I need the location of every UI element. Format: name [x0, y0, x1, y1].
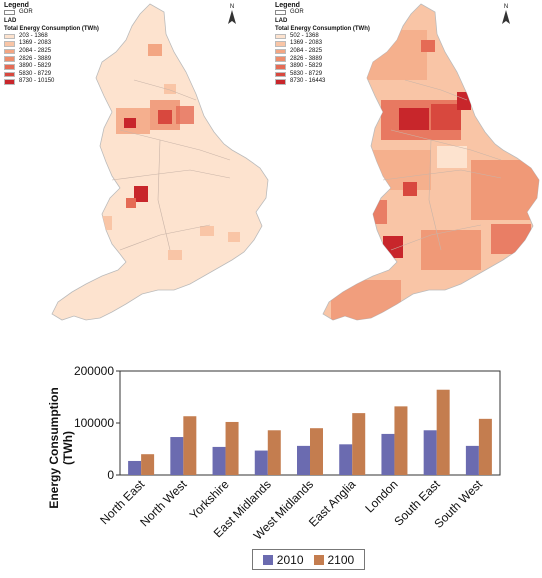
bar-2100-south-west: [478, 418, 492, 475]
bar-2010-east-anglia: [339, 444, 353, 475]
legend-class-label: 2084 - 2825: [19, 48, 52, 55]
legend-class: 2826 - 3889: [275, 55, 370, 63]
bar-chart: 0 100000 200000 Energy Consumption(TWh) Nort…: [0, 345, 542, 573]
bar-2100-east-anglia: [352, 413, 366, 475]
legend-class: 3890 - 5829: [275, 63, 370, 71]
north-arrow-icon: [502, 10, 510, 24]
legend-class: 203 - 1368: [4, 33, 99, 41]
legend-class-label: 3890 - 5829: [19, 63, 52, 70]
north-arrow-icon: [228, 10, 236, 24]
bar-2100-east-midlands: [267, 430, 281, 475]
bar-chart-svg: 0 100000 200000 Energy Consumption(TWh) Nort…: [47, 364, 501, 543]
legend-swatch: [4, 33, 15, 40]
legend-swatch: [4, 41, 15, 47]
bar-2010-south-west: [465, 445, 479, 475]
bar-2100-north-west: [183, 416, 197, 475]
map-2010: Legend GOR LAD Total Energy Consumption …: [0, 0, 271, 340]
legend-swatch: [275, 41, 286, 47]
legend-class-label: 2826 - 3889: [19, 55, 52, 62]
bar-2100-south-east: [436, 389, 450, 475]
legend-class: 2826 - 3889: [4, 55, 99, 63]
legend-class-label: 8730 - 10150: [19, 78, 55, 85]
legend-title: Legend: [275, 2, 300, 9]
bar-2100-yorkshire: [225, 421, 239, 475]
legend-swatch: [4, 79, 15, 85]
gor-label: GOR: [290, 9, 304, 16]
north-arrow: N: [227, 4, 237, 31]
legend-class: 1369 - 2083: [4, 40, 99, 48]
legend-class: 5830 - 8729: [4, 71, 99, 79]
legend-class-label: 5830 - 8729: [19, 70, 52, 77]
legend-class: 3890 - 5829: [4, 63, 99, 71]
legend-swatch: [4, 48, 15, 55]
england-map-2100: [322, 3, 540, 321]
y-tick-label: 100000: [74, 416, 114, 430]
chart-legend: 2010 2100: [252, 549, 365, 570]
y-tick-label: 0: [107, 468, 114, 482]
north-label: N: [503, 4, 509, 10]
legend-gor: GOR: [4, 9, 99, 17]
legend-class: 2084 - 2825: [4, 48, 99, 56]
y-axis-label: Energy Consumption(TWh): [47, 387, 75, 508]
legend-class-label: 2826 - 3889: [290, 55, 323, 62]
map-2100-legend: Legend GOR LAD Total Energy Consumption …: [275, 2, 370, 86]
legend-title: Legend: [4, 2, 29, 9]
legend-class-label: 2084 - 2825: [290, 48, 323, 55]
legend-class-label: 5830 - 8729: [290, 70, 323, 77]
legend-swatch: [275, 33, 286, 40]
legend-swatch: [275, 48, 286, 55]
legend-layer-label: LAD: [4, 17, 17, 24]
bar-2010-south-east: [423, 430, 437, 475]
legend-label-2100: 2100: [327, 552, 355, 567]
bar-2010-west-midlands: [297, 445, 310, 475]
legend-swatch-2100: [313, 554, 324, 565]
legend-class-label: 8730 - 16443: [290, 78, 326, 85]
bar-2010-north-east: [128, 460, 142, 475]
x-tick-label: North West: [137, 477, 190, 530]
bar-2010-east-midlands: [254, 450, 268, 475]
north-label: N: [229, 4, 235, 10]
legend-class-label: 203 - 1368: [19, 32, 48, 39]
legend-swatch-2010: [262, 554, 273, 565]
legend-class: 1369 - 2083: [275, 40, 370, 48]
legend-swatch: [275, 64, 286, 70]
legend-class: 2084 - 2825: [275, 48, 370, 56]
gor-swatch: [275, 10, 286, 16]
legend-class: 5830 - 8729: [275, 71, 370, 79]
y-tick-label: 200000: [74, 364, 114, 378]
legend-swatch: [4, 71, 15, 78]
legend-label-2010: 2010: [276, 552, 304, 567]
bar-2010-yorkshire: [212, 446, 226, 475]
legend-swatch: [275, 71, 286, 78]
legend-item-2010: 2010: [262, 552, 304, 567]
bar-2100-london: [394, 406, 408, 475]
legend-scale-title: Total Energy Consumption (TWh): [275, 25, 370, 32]
legend-layer-label: LAD: [275, 17, 288, 24]
legend-class: 502 - 1368: [275, 33, 370, 41]
gor-label: GOR: [19, 9, 33, 16]
legend-swatch: [275, 56, 286, 62]
map-2100: Legend GOR LAD Total Energy Consumption …: [271, 0, 542, 340]
north-arrow: N: [501, 4, 511, 31]
legend-item-2100: 2100: [313, 552, 355, 567]
legend-class: 8730 - 10150: [4, 78, 99, 86]
bar-2100-north-east: [141, 454, 155, 475]
bar-2010-north-west: [170, 437, 184, 475]
gor-swatch: [4, 10, 15, 16]
england-map-2010: [51, 3, 269, 321]
bar-2010-london: [381, 433, 395, 475]
legend-class: 8730 - 16443: [275, 78, 370, 86]
map-2010-legend: Legend GOR LAD Total Energy Consumption …: [4, 2, 99, 86]
legend-class-label: 1369 - 2083: [290, 40, 323, 47]
legend-gor: GOR: [275, 9, 370, 17]
legend-swatch: [4, 56, 15, 62]
legend-swatch: [275, 79, 286, 85]
legend-class-label: 3890 - 5829: [290, 63, 323, 70]
legend-swatch: [4, 64, 15, 70]
x-tick-label: London: [362, 477, 400, 515]
bar-2100-west-midlands: [310, 428, 323, 475]
legend-scale-title: Total Energy Consumption (TWh): [4, 25, 99, 32]
legend-class-label: 1369 - 2083: [19, 40, 52, 47]
legend-class-label: 502 - 1368: [290, 32, 319, 39]
